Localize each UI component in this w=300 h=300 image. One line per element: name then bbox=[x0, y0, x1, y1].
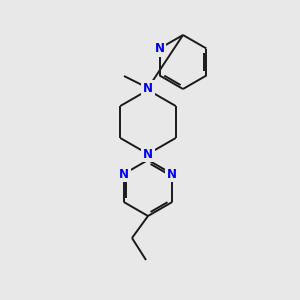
Text: N: N bbox=[167, 167, 177, 181]
Text: N: N bbox=[119, 167, 129, 181]
Text: N: N bbox=[154, 42, 165, 55]
Text: N: N bbox=[143, 148, 153, 160]
Text: N: N bbox=[143, 82, 153, 94]
